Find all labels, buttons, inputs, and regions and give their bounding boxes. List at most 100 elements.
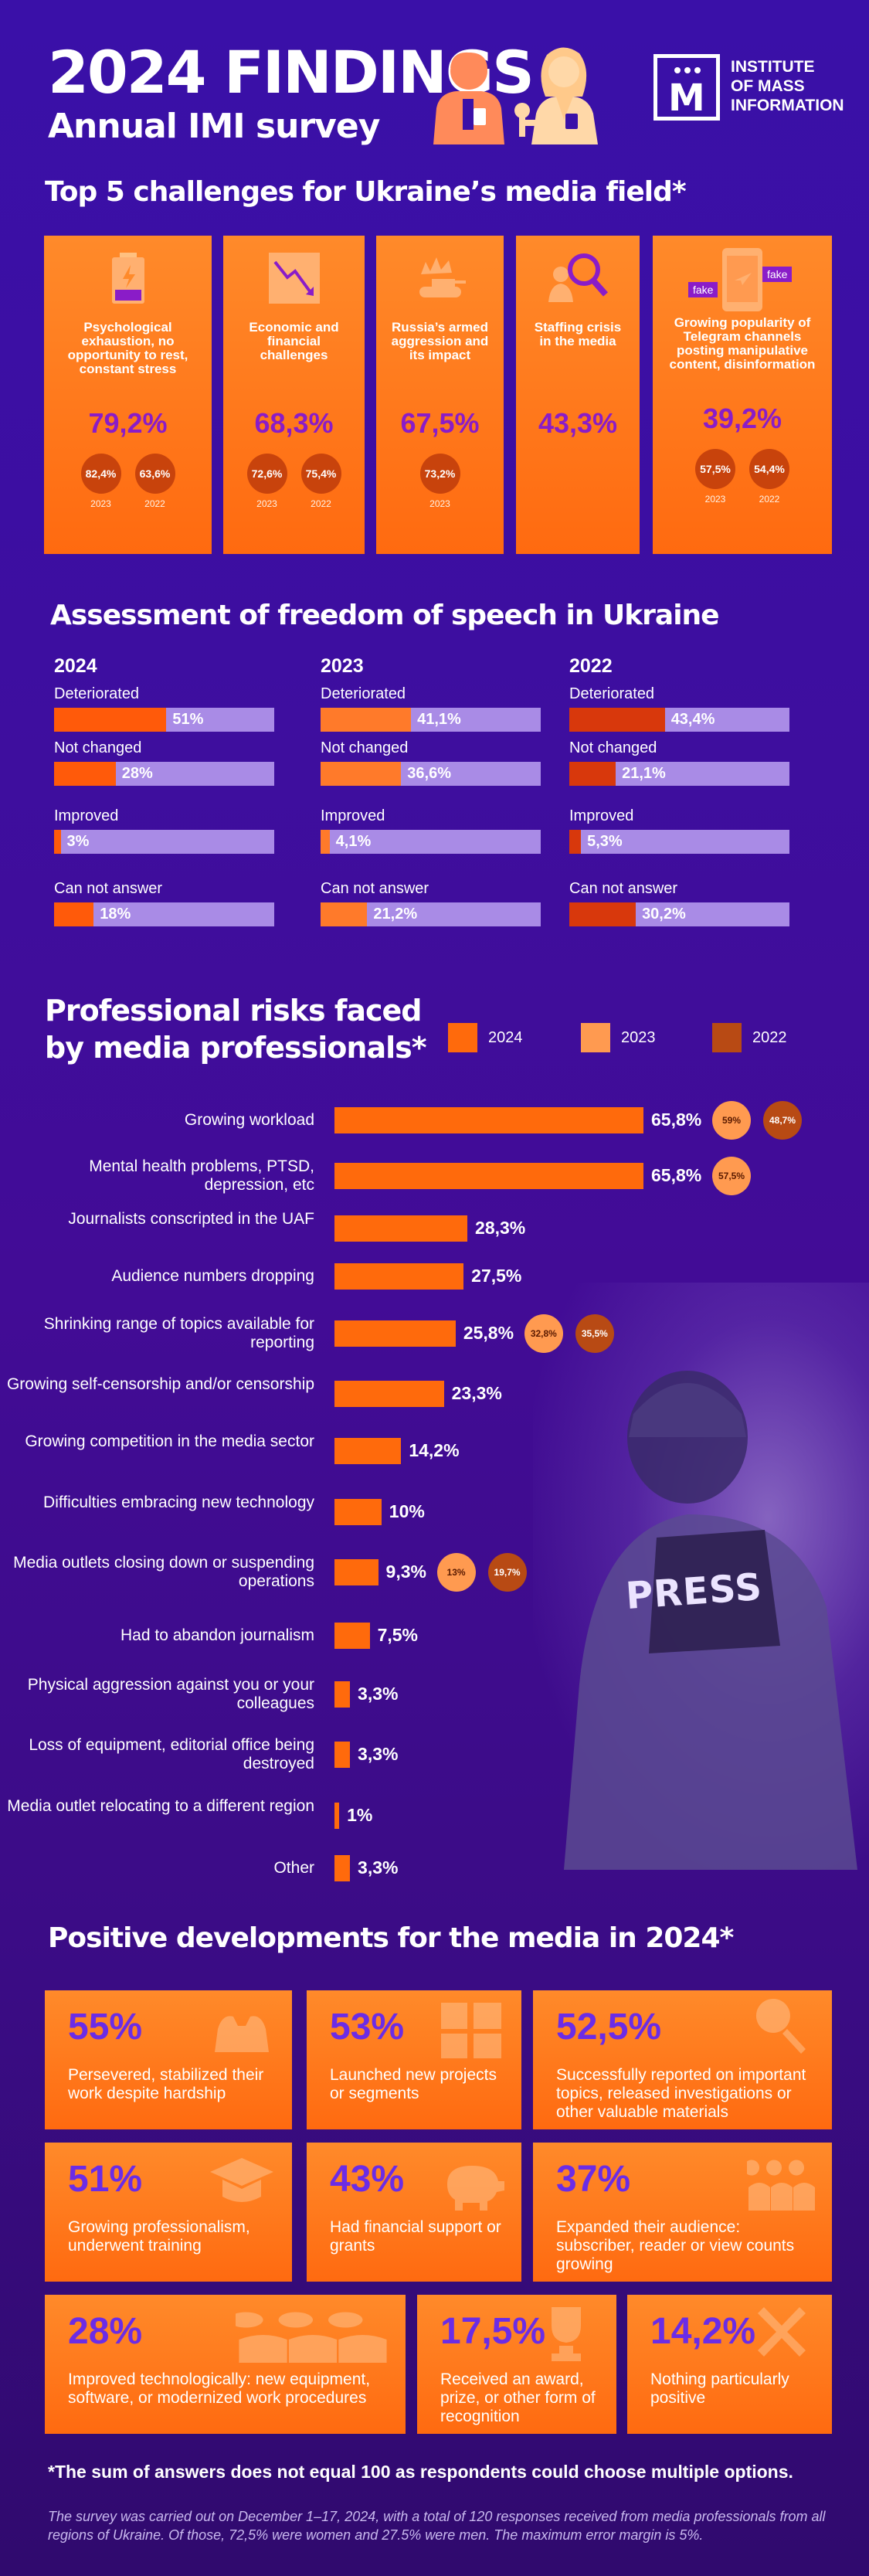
freedom-value: 43,4% xyxy=(670,711,715,728)
risks-legend: 2024 2023 2022 xyxy=(448,1023,819,1054)
freedom-bar-fill xyxy=(321,830,330,854)
year-label: 2022 xyxy=(311,498,331,509)
freedom-bar-fill xyxy=(321,762,402,786)
positive-card: 51% Growing professionalism, underwent tr… xyxy=(45,2143,292,2282)
freedom-year: 2023 xyxy=(321,655,364,677)
survey-note: The survey was carried out on December 1… xyxy=(48,2509,826,2543)
freedom-label: Can not answer xyxy=(569,880,678,897)
history-2023: 72,6% xyxy=(246,454,287,494)
strong-arm-icon xyxy=(215,2016,269,2052)
risk-value-2024: 9,3% xyxy=(385,1562,426,1582)
legend-label: 2022 xyxy=(752,1028,787,1046)
institute-logo: M INSTITUTE OF MASS INFORMATION xyxy=(653,54,844,131)
risk-bar-2024 xyxy=(334,1499,382,1525)
freedom-bar: 30,2% xyxy=(569,902,789,926)
freedom-label: Improved xyxy=(54,807,119,824)
press-photo: PRESS xyxy=(533,1283,869,1870)
challenge-card-3: Russia’s armed aggression and its impact… xyxy=(376,236,504,554)
challenge-text: Psychological exhaustion, no opportunity… xyxy=(67,320,188,376)
freedom-bar: 4,1% xyxy=(321,830,541,854)
risk-label: Growing self-censorship and/or censorshi… xyxy=(6,1375,314,1393)
magnifier-icon xyxy=(755,1998,806,2054)
trend-down-icon xyxy=(268,253,320,304)
challenge-text: Growing popularity of Telegram channels … xyxy=(669,315,816,372)
risk-label: Audience numbers dropping xyxy=(111,1267,314,1285)
freedom-bar: 5,3% xyxy=(569,830,789,854)
challenge-value: 67,5% xyxy=(400,407,480,439)
logo-line-3: INFORMATION xyxy=(731,97,844,114)
positive-title: Positive developments for the media in 2… xyxy=(48,1922,734,1954)
fake-tag: fake xyxy=(688,282,718,297)
risk-bar-2024 xyxy=(334,1559,378,1585)
freedom-bar-fill xyxy=(54,708,167,732)
risk-value-2024: 3,3% xyxy=(358,1684,399,1704)
challenge-text: Economic and financial challenges xyxy=(249,320,339,362)
positive-value: 53% xyxy=(330,2007,405,2048)
freedom-bar: 21,2% xyxy=(321,902,541,926)
risk-circle-2023: 59% xyxy=(712,1101,751,1140)
freedom-label: Not changed xyxy=(569,739,657,756)
positive-text: Received an award, prize, or other form … xyxy=(440,2370,596,2425)
freedom-label: Improved xyxy=(321,807,385,824)
battery-icon xyxy=(111,253,144,304)
tank-icon xyxy=(419,257,466,297)
freedom-value: 28% xyxy=(121,765,153,782)
positive-card: 14,2% Nothing particularly positive xyxy=(627,2295,832,2434)
risk-value-2024: 3,3% xyxy=(358,1744,399,1764)
fake-tag: fake xyxy=(762,267,793,282)
risk-label: Mental health problems, PTSD, depression… xyxy=(89,1157,314,1194)
positive-text: Growing professionalism, underwent train… xyxy=(68,2218,250,2255)
risk-label: Journalists conscripted in the UAF xyxy=(68,1210,314,1228)
year-label: 2023 xyxy=(429,498,450,509)
phone-fake-icon xyxy=(722,248,762,311)
freedom-value: 21,2% xyxy=(373,906,418,923)
positive-value: 37% xyxy=(556,2159,631,2200)
freedom-value: 4,1% xyxy=(335,833,372,850)
freedom-bar: 51% xyxy=(54,708,274,732)
risk-value-2024: 65,8% xyxy=(651,1110,702,1130)
risk-bar-2024 xyxy=(334,1681,351,1708)
risk-circle-2023: 57,5% xyxy=(712,1157,751,1195)
risk-bar-2024 xyxy=(334,1623,370,1649)
risk-value-2024: 3,3% xyxy=(358,1857,399,1878)
freedom-value: 51% xyxy=(172,711,204,728)
freedom-value: 36,6% xyxy=(407,765,452,782)
positive-card: 55% Persevered, stabilized their work des… xyxy=(45,1990,292,2129)
risk-label: Had to abandon journalism xyxy=(121,1626,314,1644)
freedom-bar-fill xyxy=(54,902,94,926)
trophy-icon xyxy=(552,2307,581,2361)
risk-label: Physical aggression against you or your … xyxy=(27,1676,314,1712)
freedom-label: Can not answer xyxy=(321,880,429,897)
risk-label: Media outlet relocating to a different r… xyxy=(7,1797,314,1815)
challenge-card-2: Economic and financial challenges 68,3% … xyxy=(223,236,365,554)
freedom-bar: 41,1% xyxy=(321,708,541,732)
positive-text: Improved technologically: new equipment,… xyxy=(68,2370,371,2407)
logo-line-1: INSTITUTE xyxy=(731,58,815,76)
freedom-value: 5,3% xyxy=(587,833,623,850)
positive-text: Nothing particularly positive xyxy=(650,2370,789,2407)
freedom-bar: 36,6% xyxy=(321,762,541,786)
risk-bar-2024 xyxy=(334,1803,340,1829)
freedom-label: Can not answer xyxy=(54,880,163,897)
freedom-label: Not changed xyxy=(54,739,142,756)
positive-value: 43% xyxy=(330,2159,405,2200)
year-label: 2022 xyxy=(144,498,165,509)
risk-bar-2024 xyxy=(334,1320,456,1347)
freedom-bar: 43,4% xyxy=(569,708,789,732)
freedom-bar: 21,1% xyxy=(569,762,789,786)
legend-swatch xyxy=(581,1023,610,1052)
positive-card: 43% Had financial support or grants xyxy=(307,2143,521,2282)
positive-value: 14,2% xyxy=(650,2311,756,2352)
challenge-text: Russia’s armed aggression and its impact xyxy=(391,320,489,362)
freedom-bar-fill xyxy=(321,902,368,926)
positive-card: 53% Launched new projects or segments xyxy=(307,1990,521,2129)
risk-bar-2024 xyxy=(334,1163,643,1189)
risks-title-line-2: by media professionals* xyxy=(45,1031,427,1065)
positive-text: Persevered, stabilized their work despit… xyxy=(68,2066,264,2102)
page-subtitle: Annual IMI survey xyxy=(48,107,380,146)
freedom-bar-fill xyxy=(54,762,116,786)
risk-label: Loss of equipment, editorial office bein… xyxy=(29,1736,314,1772)
freedom-year: 2022 xyxy=(569,655,613,677)
logo-line-2: OF MASS xyxy=(731,77,805,95)
positive-text: Expanded their audience: subscriber, rea… xyxy=(556,2218,795,2273)
